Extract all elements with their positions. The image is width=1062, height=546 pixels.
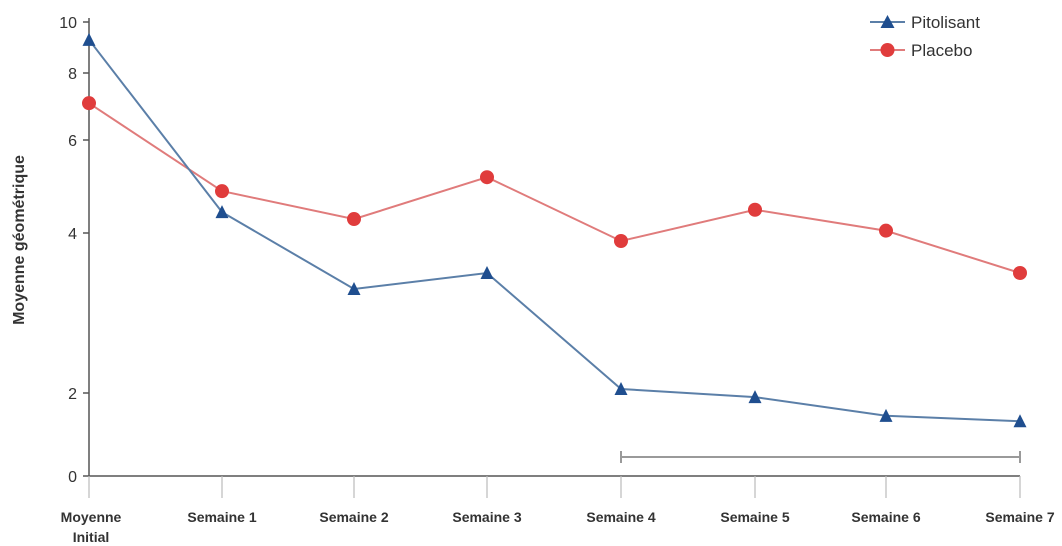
pitolisant-point [748, 390, 762, 404]
pitolisant-point [614, 382, 628, 395]
placebo-point [82, 96, 96, 111]
y-tick-label: 4 [68, 226, 77, 243]
pitolisant-point [480, 266, 494, 279]
y-tick-label: 2 [68, 386, 77, 403]
placebo-line [88, 102, 1021, 274]
legend-pitolisant-label: Pitolisant [911, 13, 980, 32]
pitolisant-point [879, 408, 893, 422]
series-layer [82, 32, 1027, 428]
placebo-point [480, 170, 494, 185]
placebo-point [1013, 266, 1027, 280]
legend-placebo-label: Placebo [911, 41, 972, 60]
x-tick-label: Semaine 6 [851, 509, 920, 525]
x-tick-label: Semaine 3 [452, 509, 521, 525]
x-tick-label: Semaine 4 [586, 509, 655, 525]
legend-pitolisant-marker [880, 15, 895, 28]
pitolisant-point [82, 32, 96, 46]
x-tick-label: Semaine 5 [720, 509, 789, 525]
placebo-point [215, 184, 229, 199]
pitolisant-point [1013, 414, 1027, 428]
significance-bracket [620, 451, 1021, 463]
placebo-point [748, 202, 762, 217]
y-tick-label: 10 [59, 15, 77, 32]
x-tick-label: Semaine 2 [319, 509, 388, 525]
pitolisant-line [88, 39, 1021, 423]
legend: Pitolisant Placebo [870, 13, 980, 60]
placebo-point [879, 223, 893, 238]
y-axis-label: Moyenne géométrique [11, 155, 28, 325]
x-tick-label: Semaine 1 [187, 509, 256, 525]
pitolisant-point [215, 205, 229, 219]
placebo-point [347, 212, 361, 227]
y-tick-label: 0 [68, 469, 77, 486]
y-tick-label: 8 [68, 66, 77, 83]
placebo-point [614, 234, 628, 248]
y-tick-label: 6 [68, 133, 77, 150]
legend-placebo-marker [880, 43, 895, 57]
axes: 0 2 4 6 8 10 Moyenne géométrique Moyenne Initial… [11, 15, 1055, 545]
x-tick-label: Moyenne Initial [61, 509, 122, 545]
x-tick-label: Semaine 7 [985, 509, 1054, 525]
pitolisant-point [347, 282, 361, 295]
